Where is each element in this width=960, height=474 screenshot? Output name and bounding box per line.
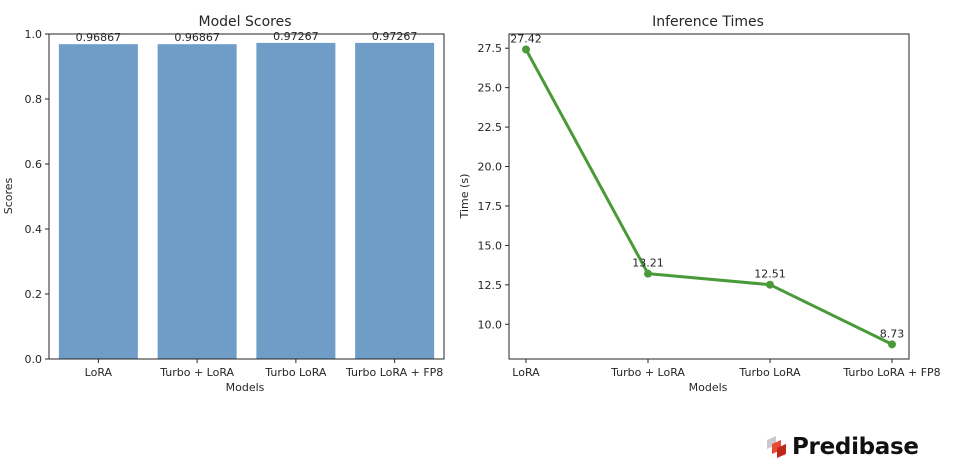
y-tick-label: 22.5 [478,121,503,134]
y-tick-label: 0.2 [25,288,43,301]
x-tick-label: Turbo + LoRA [159,366,234,379]
model-scores-x-axis: LoRA Turbo + LoRA Turbo LoRA Turbo LoRA + F… [85,359,443,379]
predibase-logo: Predibase [766,434,919,460]
x-tick-label: LoRA [512,366,540,379]
x-tick-label: Turbo LoRA + FP8 [345,366,443,379]
x-tick-label: LoRA [85,366,113,379]
x-tick-label: Turbo LoRA + FP8 [842,366,940,379]
model-scores-y-label: Scores [2,177,15,214]
bar-value-label: 0.97267 [273,30,319,43]
y-tick-label: 0.6 [25,158,43,171]
point-value-label: 8.73 [880,327,905,340]
point-value-label: 13.21 [632,257,664,270]
inference-times-chart: Inference Times 27.42 13.21 12.51 8.73 10.0… [458,14,941,394]
data-point [888,340,896,349]
inference-times-series [522,45,896,349]
data-point [766,280,774,289]
bar [58,44,138,359]
y-tick-label: 17.5 [478,200,503,213]
y-tick-label: 0.8 [25,93,43,106]
point-value-label: 27.42 [510,32,542,45]
inference-times-plot-frame [508,33,910,360]
y-tick-label: 20.0 [478,161,503,174]
data-point [522,45,530,54]
inference-times-y-axis: 10.0 12.5 15.0 17.5 20.0 22.5 25.0 27.5 [478,42,509,331]
predibase-logo-icon [767,436,786,458]
x-tick-label: Turbo LoRA [264,366,327,379]
x-tick-label: Turbo LoRA [738,366,801,379]
series-line [524,47,894,346]
model-scores-bars [58,42,435,359]
point-value-label: 12.51 [754,268,786,281]
model-scores-value-labels: 0.96867 0.96867 0.97267 0.97267 [76,30,418,44]
data-point [644,269,652,278]
bar [157,44,237,359]
bar [256,42,336,359]
bar-value-label: 0.96867 [174,31,220,44]
y-tick-label: 15.0 [478,239,503,252]
x-tick-label: Turbo + LoRA [610,366,685,379]
model-scores-title: Model Scores [199,14,292,30]
model-scores-y-axis: 0.0 0.2 0.4 0.6 0.8 1.0 [25,28,49,366]
model-scores-chart: Model Scores 0.96867 0.96867 0.97267 0.9726… [2,14,445,394]
bar-value-label: 0.96867 [76,31,122,44]
bar-value-label: 0.97267 [372,30,418,43]
model-scores-plot-frame [48,33,445,360]
bar [355,42,435,359]
inference-times-x-label: Models [689,381,728,394]
y-tick-label: 0.0 [25,353,43,366]
brand-name: Predibase [792,434,919,460]
y-tick-label: 25.0 [478,82,503,95]
model-scores-x-label: Models [226,381,265,394]
inference-times-x-axis: LoRA Turbo + LoRA Turbo LoRA Turbo LoRA + F… [512,359,941,379]
inference-times-value-labels: 27.42 13.21 12.51 8.73 [510,32,904,340]
inference-times-title: Inference Times [652,14,764,30]
y-tick-label: 10.0 [478,318,503,331]
y-tick-label: 12.5 [478,279,503,292]
y-tick-label: 27.5 [478,42,503,55]
y-tick-label: 0.4 [25,223,43,236]
y-tick-label: 1.0 [25,28,43,41]
inference-times-y-label: Time (s) [458,174,471,220]
